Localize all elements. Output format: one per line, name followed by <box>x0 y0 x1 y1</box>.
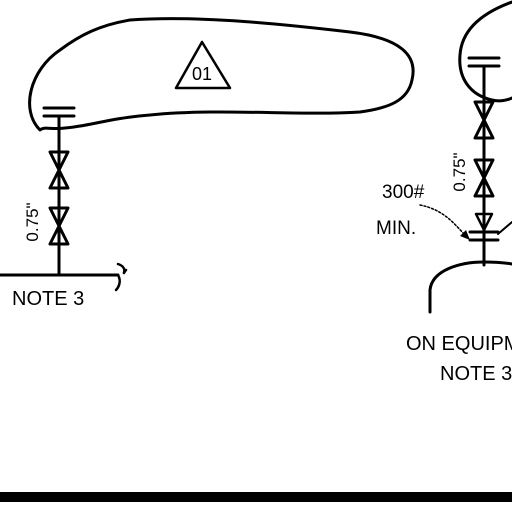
equipment-vessel-head <box>428 260 512 314</box>
left-header-break-symbol <box>114 262 128 292</box>
right-lower-valve-icon <box>473 158 495 198</box>
right-revision-cloud-partial <box>458 0 512 103</box>
sheet-bottom-border <box>0 492 512 502</box>
left-pipe-size-label: 0.75" <box>23 202 42 241</box>
rating-leader-arrowhead <box>460 230 470 240</box>
pressure-rating-label: 300# <box>382 182 425 203</box>
left-upper-valve-icon <box>48 150 70 190</box>
revision-tag-number: 01 <box>192 64 212 84</box>
equipment-note-line1: ON EQUIPM <box>406 333 512 355</box>
right-pipe-size-label: 0.75" <box>450 152 469 191</box>
right-upper-valve-icon <box>473 100 495 140</box>
equipment-note-line2: NOTE 3 <box>440 363 512 385</box>
left-lower-valve-icon <box>48 206 70 246</box>
left-note-label: NOTE 3 <box>12 288 84 310</box>
right-edge-leader <box>497 221 512 235</box>
rating-leader-line <box>419 204 467 237</box>
revision-cloud <box>28 17 415 132</box>
pressure-rating-min-label: MIN. <box>376 218 416 239</box>
right-check-valve-icon <box>474 212 494 232</box>
revision-triangle <box>174 40 232 90</box>
